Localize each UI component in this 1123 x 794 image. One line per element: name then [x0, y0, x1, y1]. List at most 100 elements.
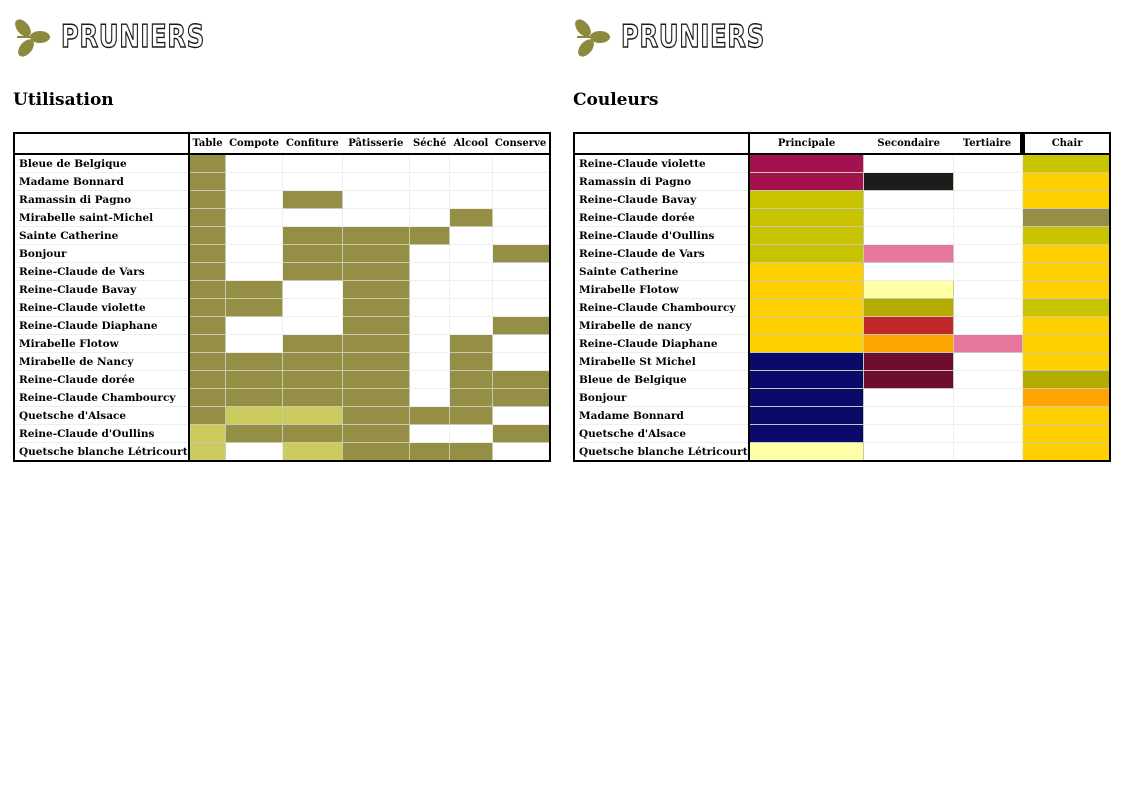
usage-cell — [188, 280, 226, 299]
table-row: Quetsche blanche Létricourt — [14, 442, 551, 462]
utilisation-table: Table Compote Confiture Pâtisserie Séché Alco… — [13, 132, 551, 462]
usage-cell — [341, 226, 411, 245]
usage-cell — [408, 352, 451, 371]
variety-column-header — [14, 133, 190, 155]
usage-cell — [282, 298, 343, 317]
usage-cell — [341, 172, 411, 191]
usage-cell — [282, 424, 343, 443]
usage-cell — [341, 370, 411, 389]
variety-name: Reine-Claude violette — [574, 153, 750, 173]
chair-swatch — [1022, 153, 1111, 173]
usage-cell — [491, 244, 551, 263]
color-swatch — [862, 388, 955, 407]
table-row: Reine-Claude dorée — [14, 370, 551, 389]
variety-name: Reine-Claude Diaphane — [574, 334, 750, 353]
color-swatch — [862, 244, 955, 263]
color-swatch — [748, 298, 864, 317]
table-row: Mirabelle de nancy — [574, 316, 1111, 335]
usage-cell — [188, 153, 226, 173]
variety-name: Ramassin di Pagno — [14, 190, 190, 209]
table-row: Madame Bonnard — [14, 172, 551, 191]
variety-name: Quetsche d'Alsace — [14, 406, 190, 425]
table-row: Reine-Claude de Vars — [14, 262, 551, 281]
chair-column-header: Chair — [1020, 133, 1110, 155]
usage-cell — [408, 298, 451, 317]
plum-leaves-icon — [15, 19, 50, 57]
usage-cell — [341, 190, 411, 209]
usage-cell — [408, 280, 451, 299]
couleurs-table: Principale Secondaire Tertiaire Chair Reine… — [573, 132, 1111, 462]
brand-name: PRUNIERS — [60, 18, 206, 55]
variety-name: Ramassin di Pagno — [574, 172, 750, 191]
usage-cell — [188, 172, 226, 191]
table-row: Ramassin di Pagno — [574, 172, 1111, 191]
usage-cell — [188, 316, 226, 335]
table-row: Bleue de Belgique — [574, 370, 1111, 389]
usage-cell — [224, 208, 284, 227]
color-swatch — [862, 208, 955, 227]
usage-cell — [408, 334, 451, 353]
usage-cell — [449, 208, 493, 227]
usage-cell — [341, 153, 411, 173]
usage-cell — [224, 316, 284, 335]
usage-cell — [224, 298, 284, 317]
table-row: Mirabelle de Nancy — [14, 352, 551, 371]
usage-cell — [408, 226, 451, 245]
chair-swatch — [1022, 406, 1111, 425]
usage-cell — [282, 244, 343, 263]
table-row: Reine-Claude violette — [14, 298, 551, 317]
variety-name: Reine-Claude dorée — [574, 208, 750, 227]
usage-cell — [188, 370, 226, 389]
table-row: Reine-Claude dorée — [574, 208, 1111, 227]
variety-name: Quetsche d'Alsace — [574, 424, 750, 443]
variety-name: Sainte Catherine — [14, 226, 190, 245]
variety-name: Reine-Claude de Vars — [14, 262, 190, 281]
table-row: Bonjour — [14, 244, 551, 263]
usage-cell — [282, 352, 343, 371]
color-swatch — [748, 334, 864, 353]
chair-swatch — [1022, 244, 1111, 263]
color-swatch — [953, 334, 1024, 353]
usage-cell — [188, 442, 226, 462]
usage-cell — [341, 424, 411, 443]
usage-cell — [341, 280, 411, 299]
variety-name: Reine-Claude d'Oullins — [574, 226, 750, 245]
usage-cell — [341, 352, 411, 371]
variety-name: Quetsche blanche Létricourt — [14, 442, 190, 462]
usage-cell — [282, 280, 343, 299]
usage-cell — [449, 424, 493, 443]
usage-cell — [188, 388, 226, 407]
color-swatch — [862, 316, 955, 335]
table-row: Reine-Claude Diaphane — [14, 316, 551, 335]
usage-cell — [341, 316, 411, 335]
usage-cell — [491, 424, 551, 443]
usage-cell — [224, 172, 284, 191]
chair-swatch — [1022, 334, 1111, 353]
usage-cell — [188, 334, 226, 353]
color-swatch — [862, 442, 955, 462]
color-swatch — [953, 370, 1024, 389]
usage-cell — [188, 190, 226, 209]
variety-name: Bonjour — [14, 244, 190, 263]
chair-swatch — [1022, 370, 1111, 389]
brand-name: PRUNIERS — [620, 18, 766, 55]
usage-cell — [282, 172, 343, 191]
color-swatch — [862, 298, 955, 317]
usage-cell — [449, 226, 493, 245]
usage-cell — [491, 172, 551, 191]
color-swatch — [748, 226, 864, 245]
usage-cell — [491, 226, 551, 245]
color-column-header: Principale — [748, 133, 864, 155]
chair-swatch — [1022, 172, 1111, 191]
brand-logo: PRUNIERS — [573, 14, 806, 60]
usage-cell — [224, 226, 284, 245]
chair-swatch — [1022, 424, 1111, 443]
usage-cell — [224, 406, 284, 425]
usage-cell — [282, 442, 343, 462]
color-swatch — [953, 208, 1024, 227]
color-swatch — [953, 388, 1024, 407]
color-swatch — [862, 406, 955, 425]
variety-name: Mirabelle saint-Michel — [14, 208, 190, 227]
usage-cell — [449, 190, 493, 209]
usage-cell — [341, 334, 411, 353]
